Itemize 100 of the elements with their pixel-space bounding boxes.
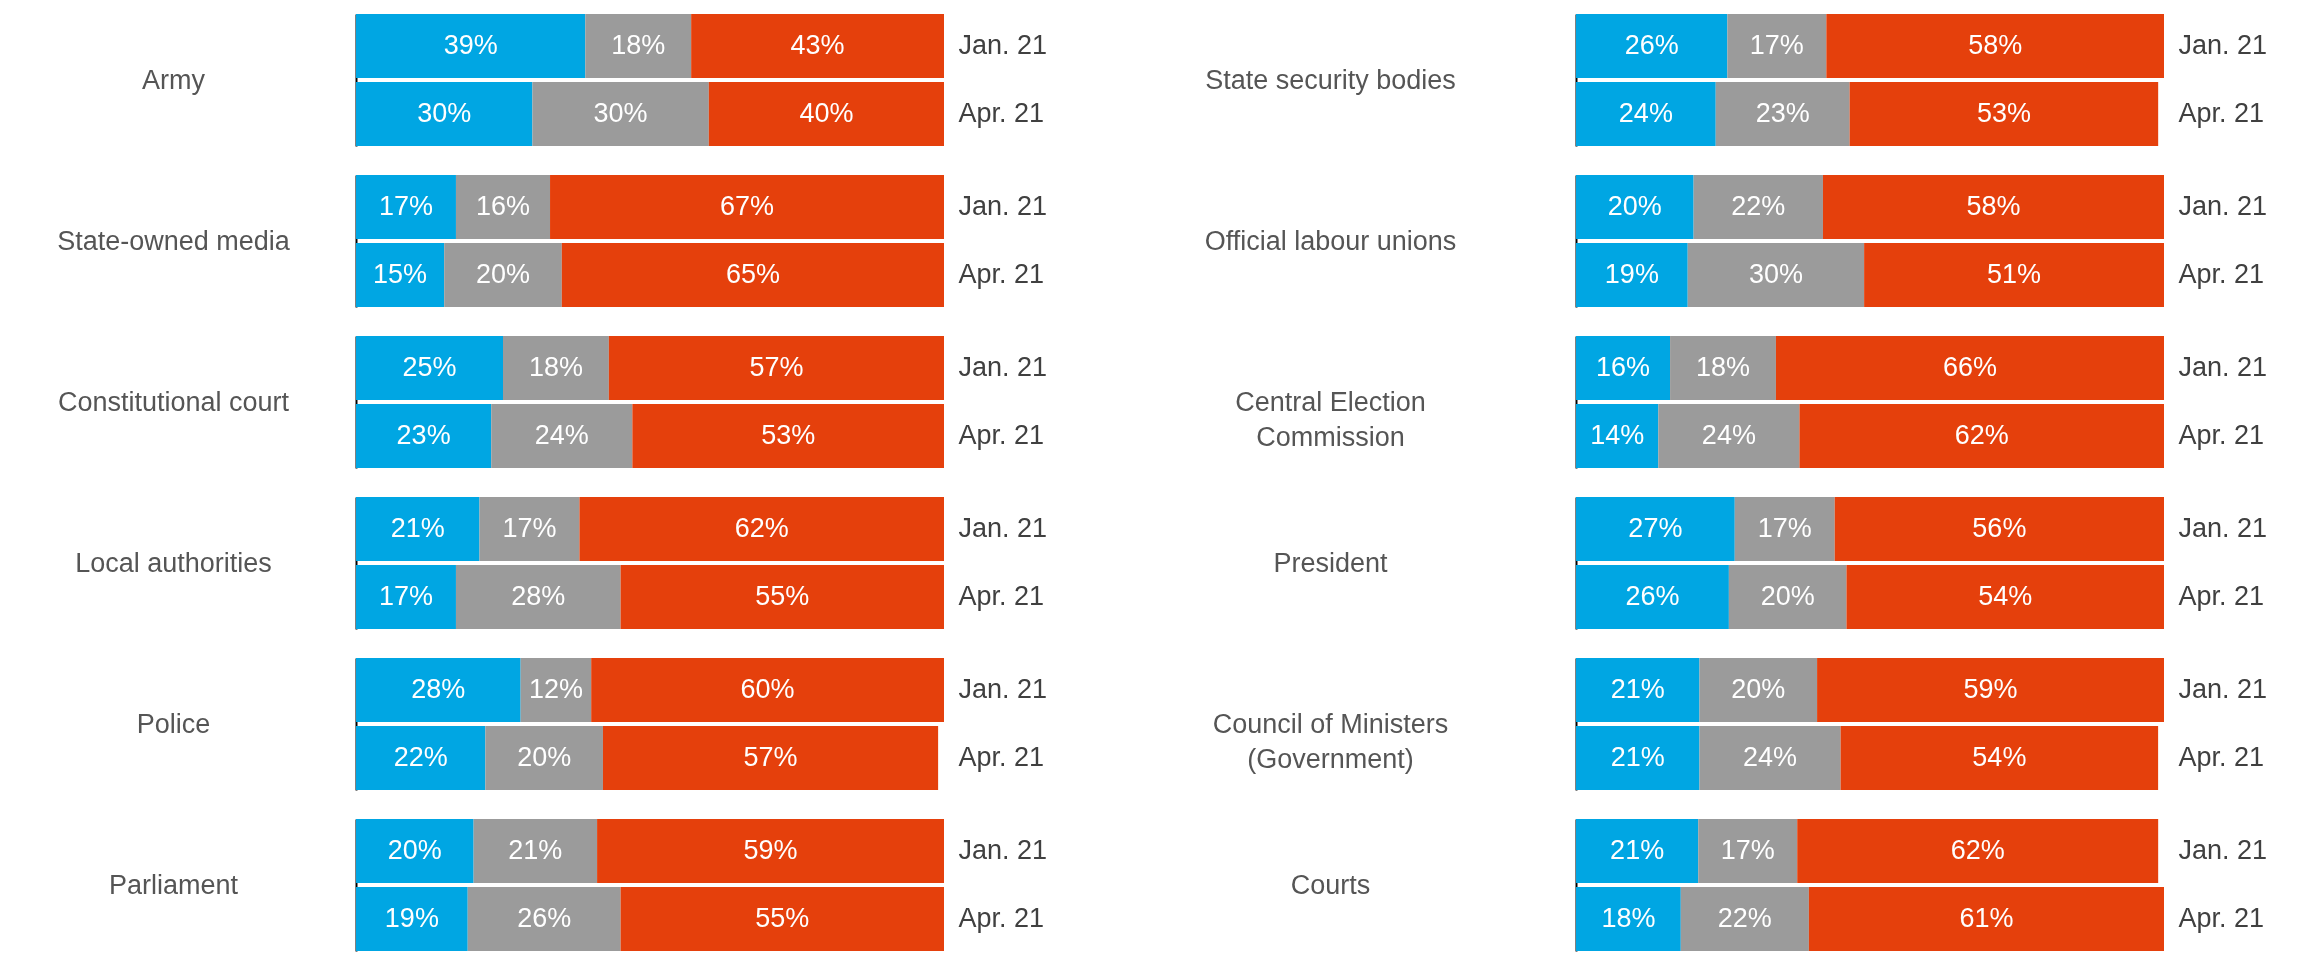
- data-label: 22%: [393, 742, 448, 773]
- data-label: 20%: [1760, 581, 1815, 612]
- bar: [356, 14, 586, 78]
- bar: [1808, 887, 2164, 951]
- bar: [455, 175, 551, 239]
- data-label: 59%: [1963, 673, 2018, 704]
- data-label: 24%: [1743, 742, 1798, 773]
- bar: [1693, 175, 1823, 239]
- y-axis-title: Police: [136, 708, 211, 739]
- bar: [1680, 887, 1809, 951]
- y-axis-title: State security bodies: [1205, 64, 1456, 95]
- y-tick-label: Jan. 21: [958, 351, 1048, 382]
- y-tick-label: Jan. 21: [2178, 512, 2268, 543]
- data-label: 24%: [1701, 420, 1756, 451]
- y-tick-label: Apr. 21: [2178, 420, 2265, 451]
- data-label: 23%: [1755, 98, 1810, 129]
- data-label: 24%: [1618, 98, 1673, 129]
- data-label: 18%: [528, 351, 583, 382]
- y-tick-label: Apr. 21: [958, 903, 1045, 934]
- data-label: 17%: [378, 581, 433, 612]
- data-label: 22%: [1731, 190, 1786, 221]
- data-label: 21%: [390, 512, 445, 543]
- data-label: 16%: [475, 190, 531, 221]
- y-tick-label: Jan. 21: [958, 190, 1048, 221]
- data-label: 25%: [402, 351, 457, 382]
- data-label: 30%: [417, 98, 472, 129]
- bar: [1670, 336, 1776, 400]
- bar: [550, 175, 944, 239]
- bar: [532, 82, 709, 146]
- data-label: 14%: [1590, 420, 1645, 451]
- data-label: 62%: [1954, 420, 2009, 451]
- data-label: 23%: [396, 420, 451, 451]
- bar: [356, 243, 445, 307]
- data-label: 58%: [1968, 29, 2023, 60]
- data-label: 55%: [755, 903, 810, 934]
- y-axis-title: Constitutional court: [57, 386, 290, 417]
- data-label: 12%: [528, 673, 583, 704]
- bar: [356, 404, 492, 468]
- data-label: 19%: [1604, 259, 1659, 290]
- data-label: 27%: [1628, 512, 1683, 543]
- bar: [1817, 658, 2164, 722]
- data-label: 59%: [743, 834, 798, 865]
- bar: [356, 887, 468, 951]
- data-label: 43%: [790, 29, 845, 60]
- data-label: 61%: [1959, 903, 2014, 934]
- data-label: 30%: [1748, 259, 1803, 290]
- bar: [1576, 175, 1694, 239]
- data-label: 22%: [1717, 903, 1772, 934]
- y-tick-label: Jan. 21: [2178, 834, 2268, 865]
- y-tick-label: Jan. 21: [2178, 190, 2268, 221]
- bar: [1576, 565, 1729, 629]
- bar: [444, 243, 562, 307]
- bar: [1576, 819, 1699, 883]
- y-tick-label: Jan. 21: [958, 512, 1048, 543]
- data-label: 67%: [720, 190, 775, 221]
- y-tick-label: Apr. 21: [958, 259, 1045, 290]
- data-label: 20%: [475, 259, 531, 290]
- bar: [473, 819, 598, 883]
- bar: [356, 336, 503, 400]
- y-tick-label: Apr. 21: [958, 98, 1045, 129]
- y-axis-title: State-owned media: [57, 225, 291, 256]
- bar: [632, 404, 944, 468]
- bar: [1715, 82, 1850, 146]
- bar: [1576, 497, 1735, 561]
- bar: [620, 565, 944, 629]
- bar: [467, 887, 621, 951]
- data-label: 53%: [761, 420, 816, 451]
- data-label: 21%: [1610, 673, 1665, 704]
- data-label: 28%: [411, 673, 466, 704]
- data-label: 21%: [1610, 834, 1665, 865]
- y-axis-title: Local authorities: [75, 547, 272, 578]
- data-label: 56%: [1972, 512, 2027, 543]
- data-label: 40%: [799, 98, 854, 129]
- y-axis-title: Central Election Commission: [1235, 386, 1426, 452]
- bar: [1576, 887, 1681, 951]
- data-label: 54%: [1972, 742, 2027, 773]
- y-axis-title: Official labour unions: [1204, 225, 1457, 256]
- y-axis-title: Council of Ministers (Government): [1212, 708, 1449, 774]
- bar: [356, 82, 533, 146]
- data-label: 20%: [387, 834, 442, 865]
- data-label: 26%: [1625, 581, 1680, 612]
- bar: [1775, 336, 2164, 400]
- bar: [608, 336, 944, 400]
- y-tick-label: Apr. 21: [2178, 98, 2265, 129]
- bar: [1849, 82, 2159, 146]
- data-label: 39%: [443, 29, 498, 60]
- bar: [1822, 175, 2164, 239]
- bar: [356, 819, 474, 883]
- bar: [1576, 658, 1700, 722]
- data-label: 26%: [1624, 29, 1679, 60]
- data-label: 20%: [1731, 673, 1786, 704]
- y-tick-label: Apr. 21: [958, 581, 1045, 612]
- bar: [1799, 404, 2164, 468]
- bar: [1864, 243, 2164, 307]
- data-label: 57%: [749, 351, 804, 382]
- bar: [356, 726, 486, 790]
- bar: [356, 565, 456, 629]
- bar: [1734, 497, 1835, 561]
- data-label: 55%: [755, 581, 810, 612]
- bar: [1826, 14, 2164, 78]
